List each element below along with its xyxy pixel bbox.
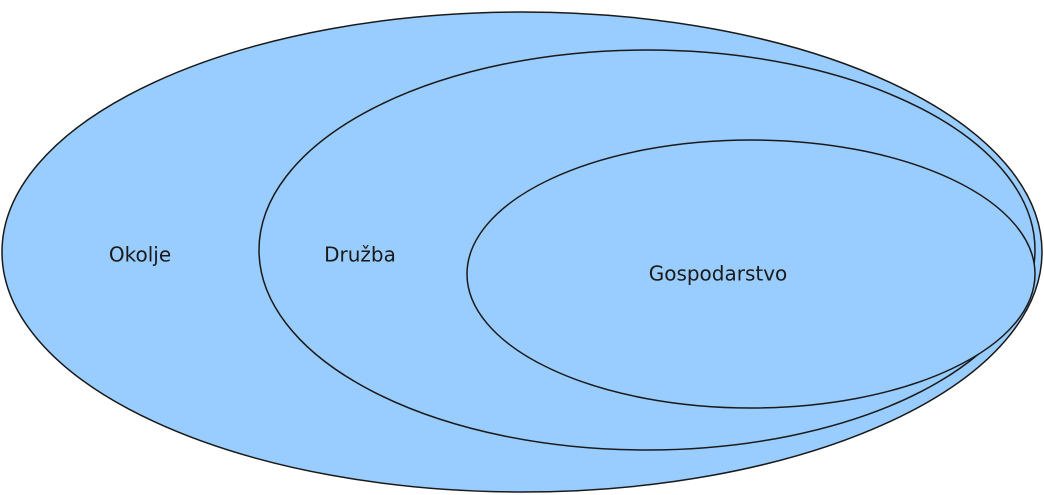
node-label: Gospodarstvo	[649, 262, 788, 286]
inner-ellipse	[466, 139, 1036, 409]
node-label: Okolje	[109, 243, 171, 267]
node-label: Družba	[324, 243, 396, 267]
